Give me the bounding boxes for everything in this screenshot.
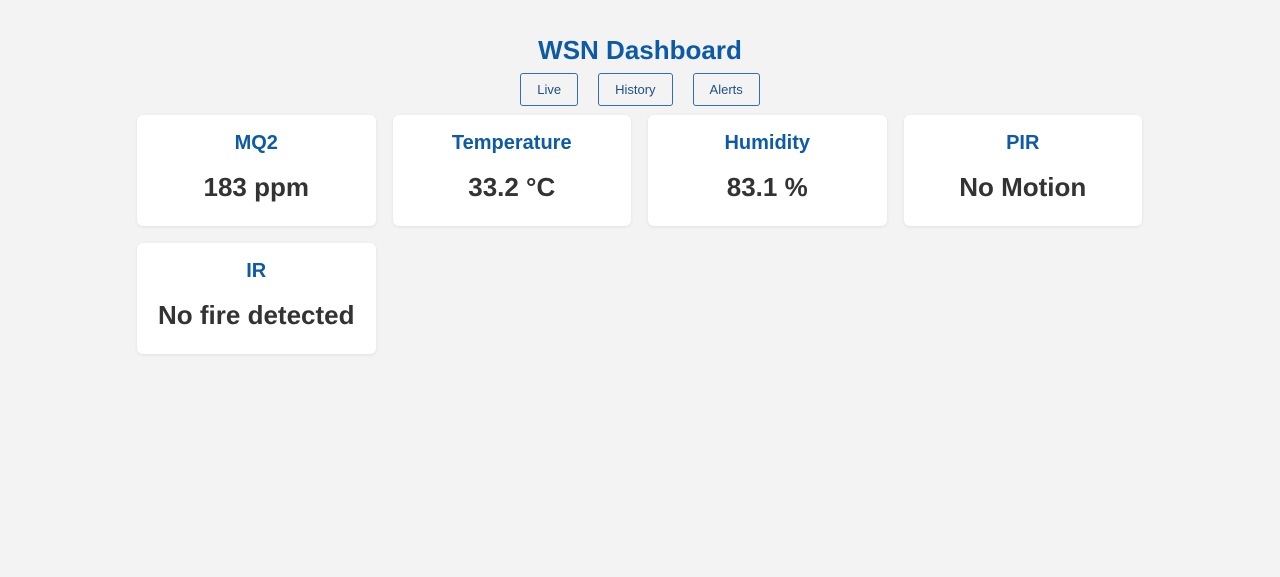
sensor-grid: MQ2 183 ppm Temperature 33.2 °C Humidity… [137,115,1142,354]
sensor-card-label: Temperature [451,132,572,154]
sensor-card-value: No Motion [959,172,1087,202]
sensor-card-label: MQ2 [234,132,278,154]
nav-bar: Live History Alerts [0,73,1280,106]
sensor-card-value: No fire detected [158,300,355,330]
sensor-card-label: Humidity [724,132,811,154]
sensor-card-label: PIR [1006,132,1040,154]
sensor-card-pir: PIR No Motion [903,115,1142,226]
sensor-card-value: 33.2 °C [468,172,556,202]
sensor-card-humidity: Humidity 83.1 % [648,115,887,226]
sensor-card-temperature: Temperature 33.2 °C [392,115,631,226]
live-button[interactable]: Live [520,73,579,106]
sensor-card-mq2: MQ2 183 ppm [137,115,376,226]
sensor-card-ir: IR No fire detected [137,243,376,354]
page-title: WSN Dashboard [538,35,742,65]
alerts-button[interactable]: Alerts [692,73,760,106]
sensor-card-value: 83.1 % [726,172,808,202]
sensor-card-label: IR [246,260,267,282]
sensor-card-value: 183 ppm [203,172,310,202]
history-button[interactable]: History [598,73,673,106]
